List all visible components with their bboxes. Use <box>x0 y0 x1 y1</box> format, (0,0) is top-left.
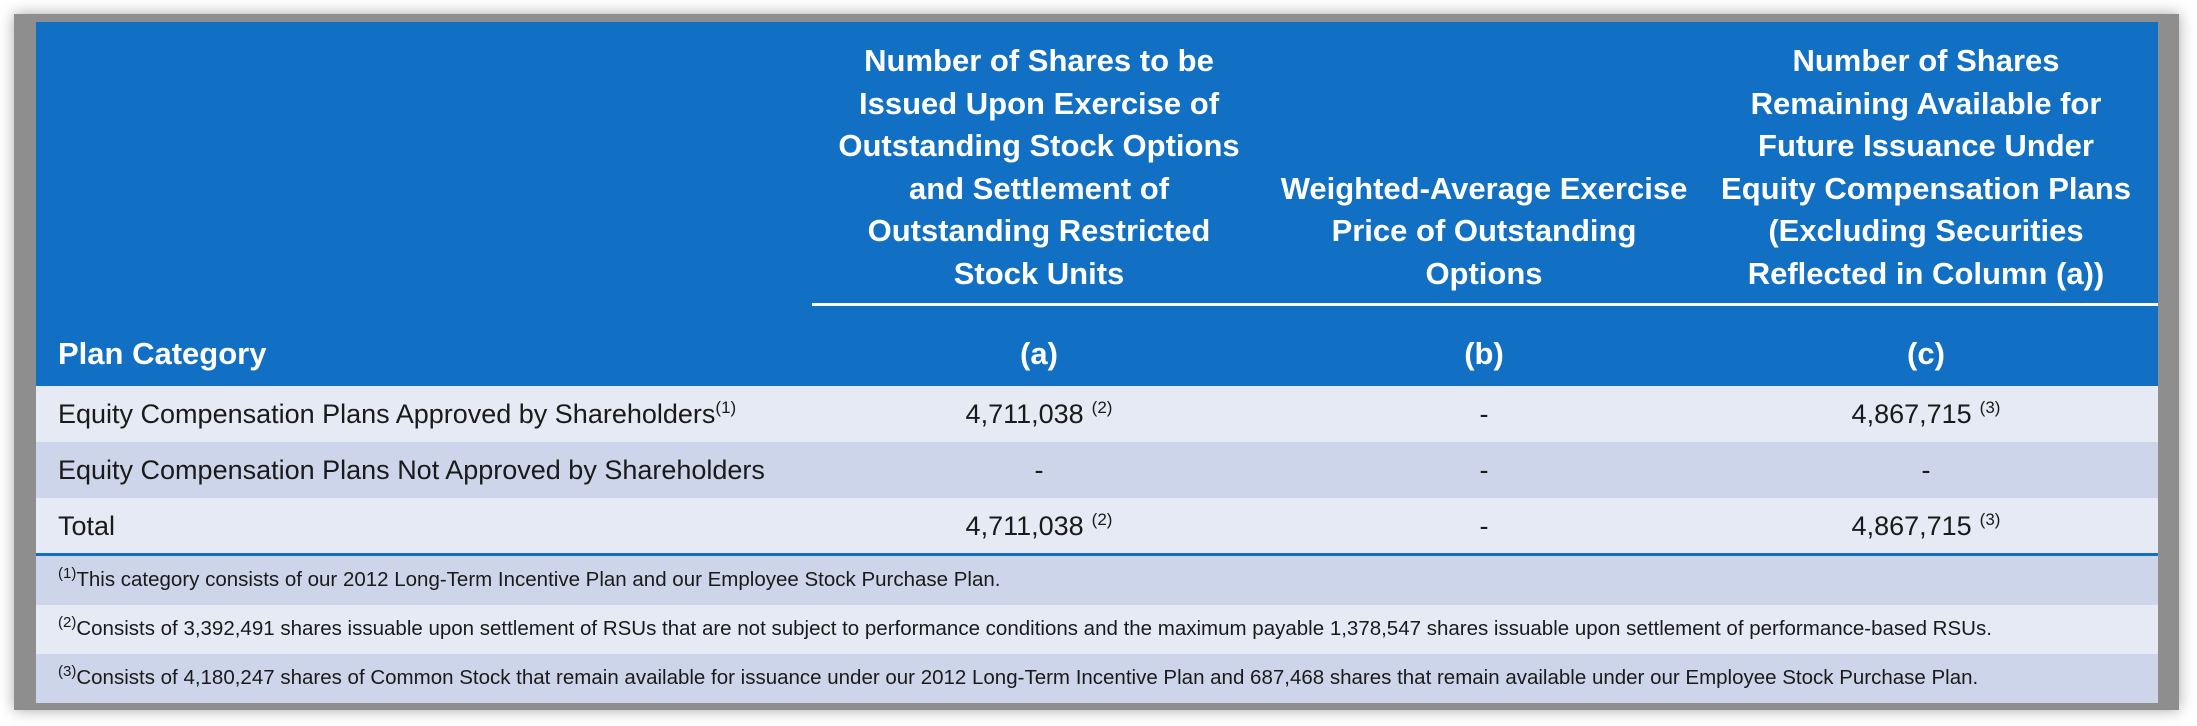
shares-remaining-cell: 4,867,715 (3) <box>1706 386 2146 442</box>
footnote-marker: (3) <box>1979 398 2001 417</box>
column-a-heading-line: Outstanding Restricted <box>867 213 1211 248</box>
footnote: (3)Consists of 4,180,247 shares of Commo… <box>36 654 2158 703</box>
column-a-heading-line: Number of Shares to be <box>864 43 1214 78</box>
footnote-marker: (3) <box>1979 510 2001 529</box>
cell-value: 4,867,715 <box>1851 399 1972 429</box>
shares-to-be-issued-cell: - <box>1034 455 1044 485</box>
column-a-heading-line: Issued Upon Exercise of <box>858 85 1220 121</box>
cell-value: 4,711,038 <box>965 511 1084 541</box>
shares-to-be-issued-cell: 4,711,038 (2) <box>824 386 1254 442</box>
column-c-letter: (c) <box>1907 336 1945 371</box>
column-b-heading: Weighted-Average Exercise Price of Outst… <box>1274 40 1694 295</box>
column-a-heading: Number of Shares to be Issued Upon Exerc… <box>824 40 1254 295</box>
column-c-heading-line: Reflected in Column (a)) <box>1747 255 2105 291</box>
plan-category-heading: Plan Category <box>58 336 267 371</box>
row-label: Total <box>58 511 116 541</box>
footnote-marker: (1) <box>58 565 77 582</box>
column-b-letter: (b) <box>1464 336 1504 371</box>
column-a-letter: (a) <box>1020 336 1058 371</box>
weighted-average-price-cell: - <box>1479 455 1489 485</box>
shares-remaining-cell: 4,867,715 (3) <box>1706 498 2146 554</box>
header-divider <box>812 303 2158 306</box>
cell-value: 4,867,715 <box>1851 511 1972 541</box>
column-c-heading-line: Equity Compensation Plans <box>1721 170 2131 206</box>
cell-value: 4,711,038 <box>965 399 1084 429</box>
table-row: Equity Compensation Plans Approved by Sh… <box>36 386 2158 442</box>
footnote-marker: (2) <box>58 614 77 631</box>
shares-remaining-cell: - <box>1921 455 1931 485</box>
footnote-text: (3)Consists of 4,180,247 shares of Commo… <box>58 654 1978 702</box>
table-row: Equity Compensation Plans Not Approved b… <box>36 442 2158 498</box>
column-a-heading-line: and Settlement of <box>908 170 1170 206</box>
column-a-heading-line: Outstanding Stock Options <box>838 128 1240 163</box>
total-divider <box>36 553 2158 556</box>
row-label: Equity Compensation Plans Approved by Sh… <box>58 386 736 442</box>
weighted-average-price-cell: - <box>1479 399 1489 429</box>
footnote: (2)Consists of 3,392,491 shares issuable… <box>36 605 2158 654</box>
footnote-body: Consists of 4,180,247 shares of Common S… <box>76 666 1979 689</box>
column-a-heading-line: Stock Units <box>953 255 1125 291</box>
equity-compensation-table: Number of Shares to be Issued Upon Exerc… <box>36 22 2158 703</box>
column-b-heading-line: Weighted-Average Exercise <box>1280 170 1688 206</box>
footnote-text: (1)This category consists of our 2012 Lo… <box>58 556 1000 604</box>
column-c-heading: Number of Shares Remaining Available for… <box>1706 40 2146 295</box>
column-c-heading-line: (Excluding Securities <box>1768 213 2084 248</box>
column-b-heading-line: Price of Outstanding <box>1331 213 1637 248</box>
column-c-heading-line: Number of Shares <box>1792 43 2060 78</box>
total-row: Total 4,711,038 (2) - 4,867,715 (3) <box>36 498 2158 553</box>
row-label: Equity Compensation Plans Not Approved b… <box>58 455 765 485</box>
column-b-heading-line: Options <box>1425 255 1543 291</box>
footnote-body: Consists of 3,392,491 shares issuable up… <box>76 617 1992 640</box>
table-header: Number of Shares to be Issued Upon Exerc… <box>36 22 2158 386</box>
weighted-average-price-cell: - <box>1479 511 1489 541</box>
footnote-marker: (2) <box>1091 510 1113 529</box>
column-c-heading-line: Remaining Available for <box>1750 85 2102 121</box>
table-frame: Number of Shares to be Issued Upon Exerc… <box>14 14 2179 710</box>
row-label-text: Equity Compensation Plans Approved by Sh… <box>58 399 716 429</box>
footnote-marker: (3) <box>58 663 77 680</box>
shares-to-be-issued-cell: 4,711,038 (2) <box>824 498 1254 554</box>
column-c-heading-line: Future Issuance Under <box>1758 128 2094 163</box>
footnote: (1)This category consists of our 2012 Lo… <box>36 556 2158 605</box>
footnote-marker: (1) <box>715 398 737 417</box>
footnote-body: This category consists of our 2012 Long-… <box>76 568 1001 591</box>
footnote-marker: (2) <box>1091 398 1113 417</box>
footnote-text: (2)Consists of 3,392,491 shares issuable… <box>58 605 1992 653</box>
